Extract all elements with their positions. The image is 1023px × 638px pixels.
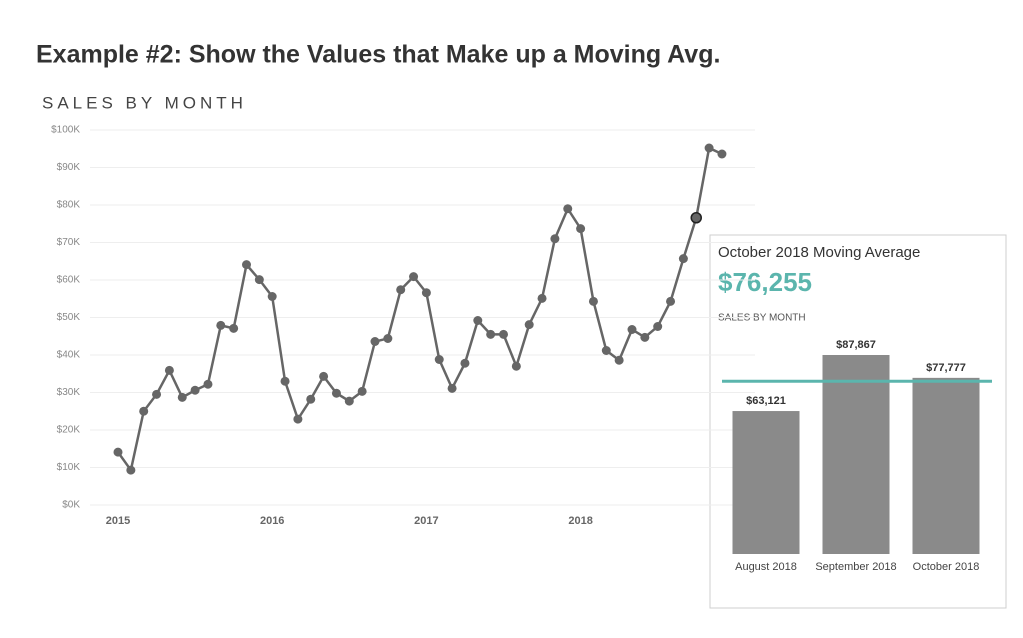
y-tick-label: $50K [57, 312, 81, 323]
point [383, 334, 393, 343]
y-tick-label: $40K [57, 350, 81, 361]
point [409, 272, 419, 282]
chart-subtitle: SALES BY MONTH [42, 93, 247, 112]
point [216, 320, 226, 330]
y-tick-label: $70K [57, 237, 81, 248]
tooltip-title: October 2018 Moving Average [718, 244, 920, 261]
point [447, 383, 457, 393]
point [550, 234, 560, 244]
point [499, 329, 508, 339]
bar [822, 355, 890, 554]
point [306, 394, 316, 404]
point [396, 285, 406, 295]
point [614, 355, 624, 365]
y-tick-label: $80K [57, 200, 81, 211]
point [357, 386, 367, 396]
point [126, 465, 136, 475]
moving-average-value: $76,255 [718, 267, 812, 297]
y-tick-label: $20K [57, 425, 81, 436]
point [152, 389, 162, 399]
point [344, 396, 354, 406]
point [242, 260, 251, 270]
x-tick-label: 2018 [568, 515, 592, 527]
point [164, 365, 174, 375]
point [563, 204, 573, 214]
line [116, 146, 723, 474]
point [601, 346, 611, 355]
highlighted-point [690, 212, 702, 224]
y-tick-label: $10K [57, 462, 81, 473]
point [293, 414, 303, 424]
bar-value-label: $87,867 [836, 339, 876, 351]
point [627, 325, 637, 334]
bar [912, 377, 980, 554]
point [177, 392, 187, 402]
point [280, 376, 290, 386]
bar-value-label: $77,777 [926, 362, 966, 374]
point [576, 224, 586, 234]
point [640, 332, 650, 342]
bar [732, 411, 800, 554]
point [229, 323, 239, 333]
point [666, 296, 676, 306]
point [139, 406, 149, 416]
point [434, 355, 444, 364]
point [486, 329, 496, 339]
point [717, 149, 727, 159]
y-tick-label: $60K [57, 275, 81, 286]
point [537, 293, 547, 303]
point [473, 316, 483, 325]
x-tick-label: 2016 [260, 515, 284, 527]
point [704, 143, 714, 153]
y-tick-label: $30K [57, 387, 81, 398]
point [653, 322, 663, 331]
point [113, 447, 123, 457]
point [319, 371, 329, 381]
point [203, 379, 213, 389]
y-tick-label: $90K [57, 162, 81, 173]
y-tick-label: $0K [62, 500, 80, 511]
point [190, 385, 200, 395]
x-tick-label: August 2018 [735, 561, 797, 573]
y-tick-label: $100K [51, 125, 80, 136]
x-tick-label: September 2018 [815, 561, 896, 573]
x-tick-label: October 2018 [913, 561, 980, 573]
point [524, 320, 534, 330]
point [511, 361, 521, 371]
page-title: Example #2: Show the Values that Make up… [36, 41, 720, 69]
x-tick-label: 2017 [414, 515, 438, 527]
point [460, 358, 470, 368]
point [678, 254, 688, 264]
point [588, 296, 598, 306]
point [331, 388, 341, 398]
point [267, 292, 277, 301]
tooltip-subtitle: SALES BY MONTH [718, 313, 806, 324]
point [254, 275, 264, 285]
point [370, 337, 380, 346]
point [421, 288, 431, 298]
bar-value-label: $63,121 [746, 395, 786, 407]
x-tick-label: 2015 [106, 515, 130, 527]
